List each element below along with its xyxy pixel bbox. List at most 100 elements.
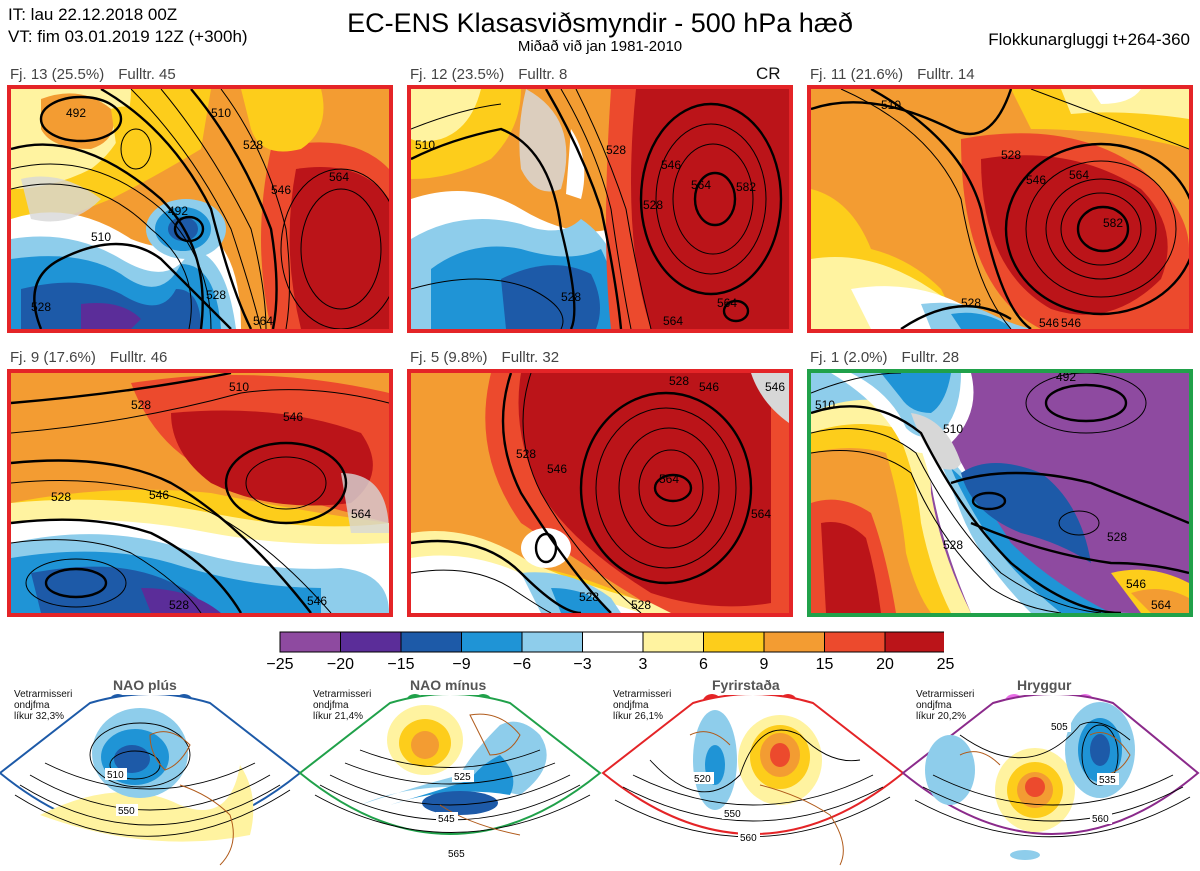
colorbar-tick-label: 15	[815, 656, 834, 673]
colorbar-tick-label: −6	[512, 656, 532, 673]
regime-4-note-line: Vetrarmisseri	[916, 689, 975, 700]
contour-label: 492	[1056, 373, 1076, 384]
regime-2-contour: 525	[454, 772, 471, 783]
regime-2-contour: 545	[438, 814, 455, 825]
panel-4-cluster: Fj. 9 (17.6%)	[10, 349, 96, 366]
regime-map-nao-minus: 525 545 565	[298, 695, 602, 860]
contour-label: 564	[1151, 598, 1171, 612]
colorbar-cell	[703, 631, 765, 653]
cluster-map-5[interactable]: 528 546 528 546 564 564 528 528 546	[407, 369, 793, 617]
regime-4-contour: 560	[1092, 814, 1109, 825]
colorbar-cell	[279, 631, 341, 653]
contour-label: 582	[736, 180, 756, 194]
panel-2-rep: Fulltr. 8	[518, 66, 568, 83]
cluster-map-2[interactable]: 510 528 546 564 582 528 564 528 564	[407, 85, 793, 333]
contour-label: 510	[211, 106, 231, 120]
regime-1-note-line: ondjfma	[14, 700, 50, 711]
contour-label: 564	[659, 472, 679, 486]
contour-label: 510	[91, 230, 111, 244]
contour-label: 546	[765, 380, 785, 394]
contour-label: 528	[206, 288, 226, 302]
init-time: IT: lau 22.12.2018 00Z	[8, 5, 178, 24]
contour-label: 528	[169, 598, 189, 612]
regime-3-contour: 560	[740, 833, 757, 844]
regime-3-note: Vetrarmisseri ondjfma líkur 26,1%	[613, 689, 671, 722]
contour-label: 564	[717, 296, 737, 310]
contour-label: 510	[815, 398, 835, 412]
contour-label: 528	[516, 447, 536, 461]
regime-2-note-line: líkur 21,4%	[313, 711, 364, 722]
regime-3-contour: 550	[724, 809, 741, 820]
cluster-map-1[interactable]: 492 510 528 510 492 528 546 564 528 564	[7, 85, 393, 333]
colorbar-tick-label: −3	[573, 656, 592, 673]
contour-label: 528	[1001, 148, 1021, 162]
regime-4-note-line: líkur 20,2%	[916, 711, 967, 722]
colorbar	[279, 631, 944, 653]
contour-label: 510	[229, 380, 249, 394]
panel-3-cluster: Fj. 11 (21.6%)	[810, 66, 904, 83]
colorbar-tick-label: 20	[876, 656, 894, 673]
regime-4-title: Hryggur	[1017, 677, 1072, 693]
cluster-window: Flokkunargluggi t+264-360	[988, 30, 1190, 49]
panel-6-label: Fj. 1 (2.0%) Fulltr. 28	[810, 349, 973, 366]
contour-label: 510	[881, 98, 901, 112]
colorbar-cell	[340, 631, 402, 653]
colorbar-cell	[521, 631, 583, 653]
contour-label: 492	[66, 106, 86, 120]
contour-label: 528	[1107, 530, 1127, 544]
regime-map-blocking: 520 550 560	[601, 695, 905, 866]
panel-3-rep: Fulltr. 14	[917, 66, 975, 83]
contour-label: 582	[1103, 216, 1123, 230]
panel-2-cr-tag: CR	[756, 64, 781, 83]
contour-label: 564	[1069, 168, 1089, 182]
regime-1-title: NAO plús	[113, 677, 177, 693]
contour-label: 528	[51, 490, 71, 504]
colorbar-cell	[824, 631, 886, 653]
regime-3-contour: 520	[694, 774, 711, 785]
contour-label: 546	[547, 462, 567, 476]
contour-label: 510	[415, 138, 435, 152]
panel-5-rep: Fulltr. 32	[501, 349, 560, 366]
contour-label: 564	[663, 314, 683, 328]
cluster-map-6[interactable]: 492 510 510 528 528 546 564	[807, 369, 1193, 617]
contour-label: 546	[699, 380, 719, 394]
regime-3-note-line: Vetrarmisseri	[613, 689, 672, 700]
colorbar-tick-label: −20	[326, 656, 355, 673]
contour-label: 564	[691, 178, 711, 192]
contour-label: 528	[669, 374, 689, 388]
panel-1-cluster: Fj. 13 (25.5%)	[10, 66, 105, 83]
regime-3-title: Fyrirstaða	[712, 677, 780, 693]
cluster-map-4[interactable]: 510 528 546 528 546 564 546 528	[7, 369, 393, 617]
panel-4-label: Fj. 9 (17.6%) Fulltr. 46	[10, 349, 181, 366]
panel-2-label: Fj. 12 (23.5%) Fulltr. 8	[410, 66, 581, 83]
panel-5-label: Fj. 5 (9.8%) Fulltr. 32	[410, 349, 573, 366]
colorbar-tick-label: −9	[452, 656, 471, 673]
contour-label: 546	[307, 594, 327, 608]
regime-3-note-line: líkur 26,1%	[613, 711, 664, 722]
colorbar-cell	[461, 631, 523, 653]
cluster-map-3[interactable]: 510 528 546 564 582 528 546 546	[807, 85, 1193, 333]
contour-label: 546	[1039, 316, 1059, 329]
regime-4-contour: 505	[1051, 722, 1068, 733]
contour-label: 546	[1061, 316, 1081, 329]
contour-label: 528	[961, 296, 981, 310]
contour-label: 546	[1126, 577, 1146, 591]
regime-2-title: NAO mínus	[410, 677, 487, 693]
colorbar-cell	[642, 631, 704, 653]
header-times: IT: lau 22.12.2018 00Z VT: fim 03.01.201…	[8, 4, 248, 48]
panel-3-label: Fj. 11 (21.6%) Fulltr. 14	[810, 66, 989, 83]
regime-1-contour: 550	[118, 806, 135, 817]
page-subtitle: Miðað við jan 1981-2010	[517, 38, 683, 55]
contour-label: 564	[253, 314, 273, 328]
page-title: EC-ENS Klasasviðsmyndir - 500 hPa hæð	[347, 8, 853, 38]
contour-label: 528	[631, 598, 651, 612]
regime-1-note-line: Vetrarmisseri	[14, 689, 73, 700]
panel-6-rep: Fulltr. 28	[901, 349, 960, 366]
regime-4-note: Vetrarmisseri ondjfma líkur 20,2%	[916, 689, 974, 722]
contour-label: 546	[149, 488, 169, 502]
colorbar-tick-label: −15	[387, 656, 415, 673]
contour-label: 528	[606, 143, 626, 157]
colorbar-tick-label: 25	[936, 656, 955, 673]
contour-label: 492	[168, 204, 188, 218]
contour-label: 564	[351, 507, 371, 521]
